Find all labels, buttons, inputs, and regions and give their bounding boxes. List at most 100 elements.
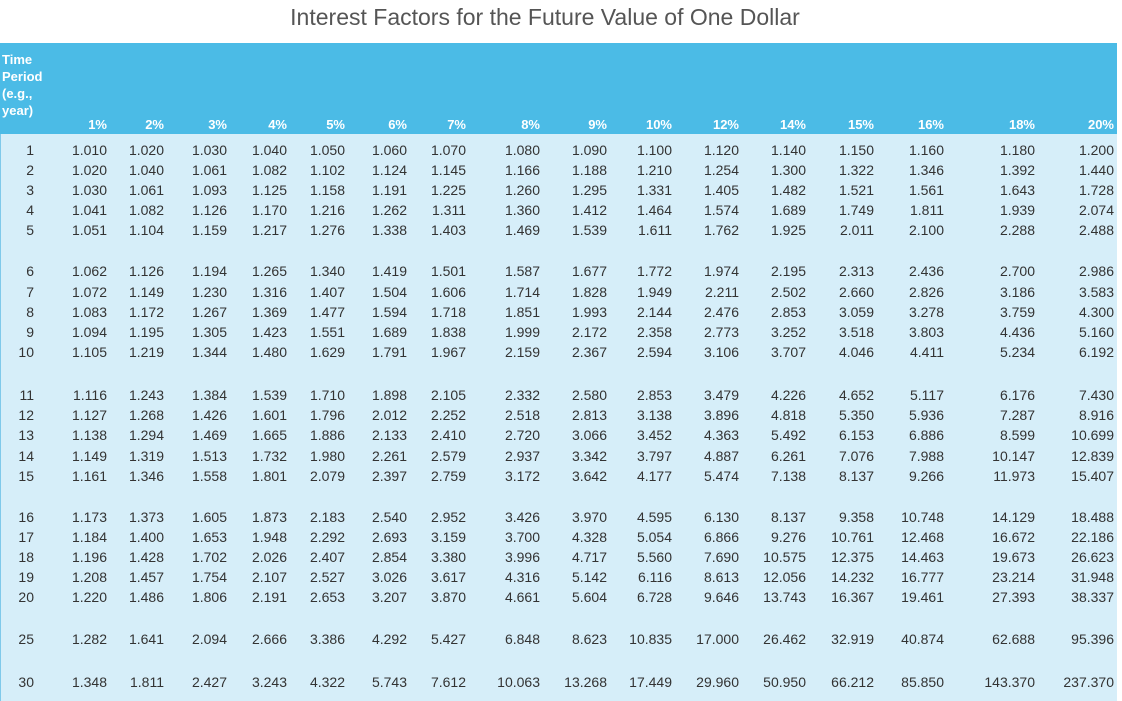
- rate-column-header: 12%: [689, 43, 739, 134]
- factor-cell: 2.172: [571, 324, 607, 340]
- factor-cell: 1.665: [251, 427, 287, 443]
- table-left-rule: [0, 134, 1, 701]
- factor-cell: 1.806: [191, 589, 227, 605]
- factor-cell: 1.040: [128, 162, 164, 178]
- factor-cell: 2.292: [309, 529, 345, 545]
- factor-cell: 13.743: [763, 589, 806, 605]
- factor-cell: 2.580: [571, 387, 607, 403]
- factor-cell: 1.140: [770, 142, 806, 158]
- rate-header-label: 20%: [1087, 117, 1114, 132]
- rate-column-header: 15%: [824, 43, 874, 134]
- factor-cell: 1.561: [908, 182, 944, 198]
- factor-cell: 7.287: [999, 407, 1035, 423]
- factor-cell: 4.322: [309, 674, 345, 690]
- factor-cell: 1.762: [703, 222, 739, 238]
- factor-cell: 1.225: [430, 182, 466, 198]
- period-header-line: (e.g.,: [2, 86, 33, 101]
- factor-cell: 3.996: [504, 549, 540, 565]
- factor-cell: 1.403: [430, 222, 466, 238]
- factor-cell: 5.936: [908, 407, 944, 423]
- period-cell: 7: [26, 284, 34, 300]
- factor-cell: 2.011: [840, 222, 874, 238]
- factor-cell: 1.191: [371, 182, 407, 198]
- factor-cell: 7.612: [430, 674, 466, 690]
- factor-cell: 10.761: [831, 529, 874, 545]
- factor-cell: 1.426: [191, 407, 227, 423]
- factor-cell: 1.070: [430, 142, 466, 158]
- factor-cell: 2.159: [504, 344, 540, 360]
- factor-cell: 3.759: [999, 304, 1035, 320]
- factor-cell: 1.407: [309, 284, 345, 300]
- factor-cell: 27.393: [992, 589, 1035, 605]
- factor-cell: 1.090: [571, 142, 607, 158]
- factor-cell: 1.346: [908, 162, 944, 178]
- factor-cell: 14.129: [992, 509, 1035, 525]
- factor-cell: 95.396: [1071, 631, 1114, 647]
- factor-cell: 1.477: [309, 304, 345, 320]
- factor-cell: 1.230: [191, 284, 227, 300]
- period-cell: 6: [26, 263, 34, 279]
- factor-cell: 9.358: [838, 509, 874, 525]
- factor-cell: 1.061: [128, 182, 164, 198]
- factor-cell: 3.243: [251, 674, 287, 690]
- factor-cell: 1.120: [703, 142, 739, 158]
- factor-cell: 1.020: [71, 162, 107, 178]
- rate-header-label: 6%: [388, 117, 407, 132]
- factor-cell: 14.232: [831, 569, 874, 585]
- rate-column-header: 5%: [295, 43, 345, 134]
- table-title: Interest Factors for the Future Value of…: [290, 4, 800, 30]
- factor-cell: 2.313: [838, 263, 874, 279]
- factor-cell: 1.702: [191, 549, 227, 565]
- factor-cell: 2.986: [1078, 263, 1114, 279]
- factor-cell: 1.082: [128, 202, 164, 218]
- factor-cell: 7.690: [703, 549, 739, 565]
- factor-cell: 2.094: [191, 631, 227, 647]
- factor-cell: 14.463: [901, 549, 944, 565]
- factor-cell: 1.718: [430, 304, 466, 320]
- factor-cell: 1.311: [432, 202, 466, 218]
- factor-cell: 1.611: [638, 222, 672, 238]
- factor-cell: 1.062: [71, 263, 107, 279]
- factor-cell: 1.440: [1078, 162, 1114, 178]
- factor-cell: 10.748: [901, 509, 944, 525]
- factor-cell: 2.261: [371, 448, 407, 464]
- factor-cell: 1.116: [73, 387, 107, 403]
- factor-cell: 1.811: [130, 674, 164, 690]
- rate-header-label: 7%: [447, 117, 466, 132]
- factor-cell: 1.587: [504, 263, 540, 279]
- factor-cell: 2.012: [371, 407, 407, 423]
- factor-cell: 1.149: [128, 284, 164, 300]
- factor-cell: 16.672: [992, 529, 1035, 545]
- factor-cell: 1.412: [571, 202, 607, 218]
- factor-cell: 3.642: [571, 468, 607, 484]
- factor-cell: 85.850: [901, 674, 944, 690]
- factor-cell: 10.147: [992, 448, 1035, 464]
- factor-cell: 18.488: [1071, 509, 1114, 525]
- factor-cell: 2.410: [430, 427, 466, 443]
- factor-cell: 1.504: [371, 284, 407, 300]
- factor-cell: 1.188: [571, 162, 607, 178]
- factor-cell: 1.606: [430, 284, 466, 300]
- period-cell: 18: [18, 549, 34, 565]
- factor-cell: 1.369: [251, 304, 287, 320]
- period-header-line: year): [2, 103, 34, 118]
- rate-column-header: 9%: [557, 43, 607, 134]
- factor-cell: 5.474: [703, 468, 739, 484]
- factor-cell: 3.278: [908, 304, 944, 320]
- factor-cell: 1.102: [309, 162, 345, 178]
- factor-cell: 4.661: [504, 589, 540, 605]
- rate-column-header: 4%: [237, 43, 287, 134]
- factor-cell: 1.041: [71, 202, 107, 218]
- factor-cell: 1.216: [309, 202, 345, 218]
- factor-cell: 26.623: [1071, 549, 1114, 565]
- factor-cell: 12.375: [831, 549, 874, 565]
- factor-cell: 2.107: [251, 569, 287, 585]
- factor-cell: 1.539: [251, 387, 287, 403]
- factor-cell: 1.521: [838, 182, 874, 198]
- factor-cell: 2.660: [838, 284, 874, 300]
- factor-cell: 1.501: [430, 263, 466, 279]
- factor-cell: 1.480: [251, 344, 287, 360]
- factor-cell: 2.074: [1078, 202, 1114, 218]
- factor-cell: 3.186: [999, 284, 1035, 300]
- factor-cell: 6.176: [999, 387, 1035, 403]
